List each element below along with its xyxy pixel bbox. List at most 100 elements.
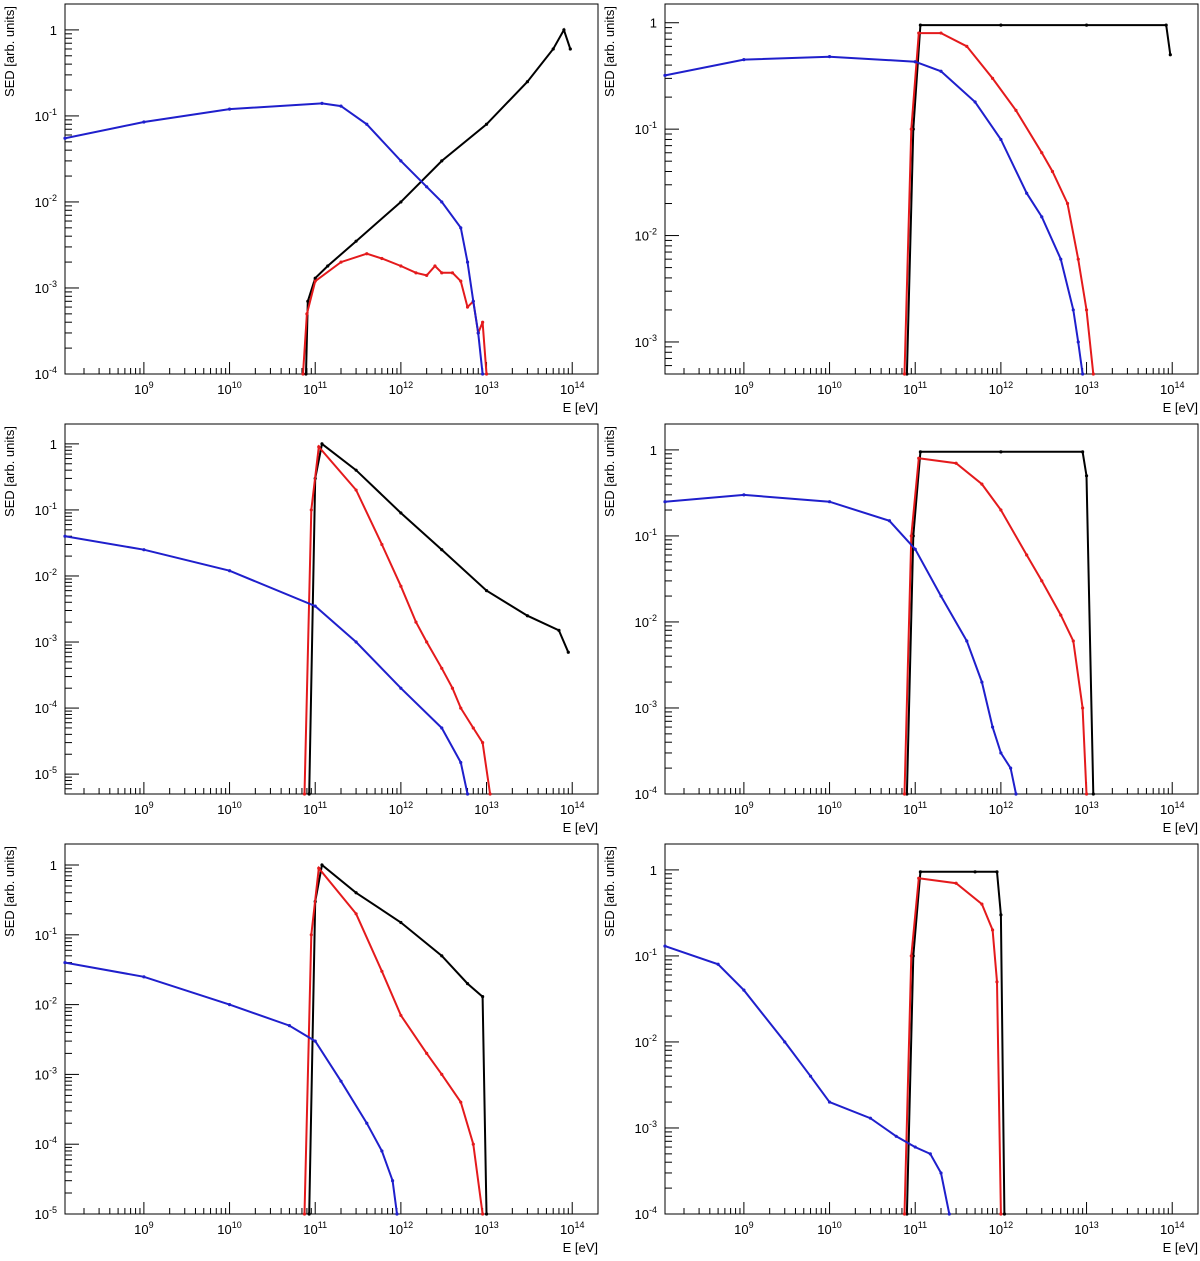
svg-text:109: 109 (134, 1220, 153, 1237)
svg-text:1010: 1010 (217, 800, 241, 817)
svg-text:1013: 1013 (1074, 800, 1098, 817)
data-point-red (440, 271, 444, 275)
data-point-blue (973, 100, 977, 104)
series-line-blue (665, 945, 951, 1214)
data-point-red (902, 1212, 907, 1216)
data-point-black (1091, 792, 1095, 796)
data-point-red (317, 866, 321, 870)
data-point-black (918, 870, 923, 874)
svg-text:1012: 1012 (389, 800, 413, 817)
data-point-blue (742, 988, 746, 992)
svg-text:10-1: 10-1 (35, 501, 57, 518)
data-point-blue (939, 69, 943, 73)
svg-text:1013: 1013 (1074, 1220, 1098, 1237)
svg-text:10-3: 10-3 (35, 279, 57, 296)
data-point-red (459, 706, 463, 710)
svg-text:1013: 1013 (474, 380, 498, 397)
data-point-black (481, 995, 485, 999)
svg-text:10-1: 10-1 (635, 527, 657, 544)
y-tick-label: 1 (50, 23, 57, 38)
series-line-red (903, 877, 1002, 1214)
data-point-black (465, 981, 470, 986)
data-point-blue (339, 104, 343, 108)
y-tick-label: 10-3 (635, 1119, 657, 1136)
svg-text:1: 1 (50, 437, 57, 452)
data-point-black (326, 264, 330, 268)
x-axis-label: E [eV] (563, 820, 598, 835)
svg-text:1013: 1013 (474, 800, 498, 817)
data-point-red (1040, 151, 1044, 155)
x-tick-label: 1013 (1074, 380, 1098, 397)
x-tick-label: 1012 (389, 1220, 413, 1237)
plot-frame (664, 423, 1199, 795)
svg-text:10-5: 10-5 (35, 1205, 57, 1222)
svg-text:1012: 1012 (989, 800, 1013, 817)
svg-text:1: 1 (650, 16, 657, 31)
data-point-red (1025, 553, 1029, 557)
y-axis-label: SED [arb. units] (2, 6, 17, 97)
y-tick-label: 10-5 (35, 765, 57, 782)
y-axis-label: SED [arb. units] (2, 846, 17, 937)
svg-text:10-2: 10-2 (635, 613, 657, 630)
data-point-blue (459, 226, 463, 230)
x-tick-label: 1013 (474, 800, 498, 817)
data-point-blue (1009, 766, 1013, 770)
y-tick-label: 1 (50, 437, 57, 452)
data-point-black (905, 792, 909, 796)
svg-text:10-2: 10-2 (635, 1033, 657, 1050)
svg-text:1014: 1014 (1160, 800, 1184, 817)
data-point-blue (313, 1039, 317, 1043)
data-point-blue (440, 726, 444, 730)
data-point-black (1164, 23, 1168, 27)
data-point-blue (1014, 792, 1018, 796)
x-tick-label: 1013 (1074, 1220, 1098, 1237)
data-point-black (905, 372, 909, 376)
data-point-red (399, 1013, 403, 1018)
data-point-blue (142, 548, 146, 552)
y-tick-label: 10-5 (35, 1205, 57, 1222)
data-point-black (354, 891, 358, 895)
svg-text:10-2: 10-2 (35, 996, 57, 1013)
svg-text:109: 109 (734, 800, 753, 817)
data-point-blue (63, 534, 67, 538)
data-point-blue (142, 975, 146, 979)
y-tick-label: 10-1 (635, 527, 657, 544)
data-point-black (999, 23, 1003, 27)
data-point-black (399, 200, 403, 204)
data-point-red (909, 534, 913, 538)
svg-text:109: 109 (734, 1220, 753, 1237)
x-tick-label: 1014 (560, 1220, 584, 1237)
data-point-red (1071, 639, 1075, 643)
x-tick-label: 1014 (560, 800, 584, 817)
y-tick-label: 10-2 (635, 613, 657, 630)
data-point-blue (980, 680, 984, 684)
data-point-red (902, 792, 907, 796)
x-axis-label: E [eV] (563, 400, 598, 415)
x-tick-label: 1010 (817, 380, 841, 397)
data-point-red (990, 76, 995, 80)
plot-frame (64, 843, 599, 1215)
chart-panel-middle-left: 109 1010 1011 1012 1013 1014 10-5 10-4 10-3 10-2 1… (2, 423, 599, 835)
y-tick-label: 10-2 (35, 996, 57, 1013)
y-tick-label: 10-1 (35, 926, 57, 943)
data-point-black (999, 450, 1003, 454)
data-point-red (305, 312, 309, 316)
svg-text:10-3: 10-3 (35, 1065, 57, 1082)
data-point-blue (320, 101, 324, 105)
data-point-blue (313, 604, 317, 608)
series-line-red (303, 444, 492, 794)
data-point-red (909, 127, 913, 131)
data-point-black (1084, 474, 1089, 478)
svg-text:1011: 1011 (903, 380, 927, 397)
series-line-black (305, 27, 572, 374)
data-point-red (484, 372, 489, 376)
plot-frame (64, 423, 599, 795)
x-tick-label: 109 (734, 800, 753, 817)
data-point-red (1040, 579, 1044, 583)
data-point-red (425, 640, 429, 644)
data-point-black (525, 80, 530, 84)
data-point-red (302, 792, 307, 796)
chart-panel-middle-right: 109 1010 1011 1012 1013 1014 10-4 10-3 10-2 10-1 1… (602, 423, 1199, 835)
plot-frame (664, 3, 1199, 375)
